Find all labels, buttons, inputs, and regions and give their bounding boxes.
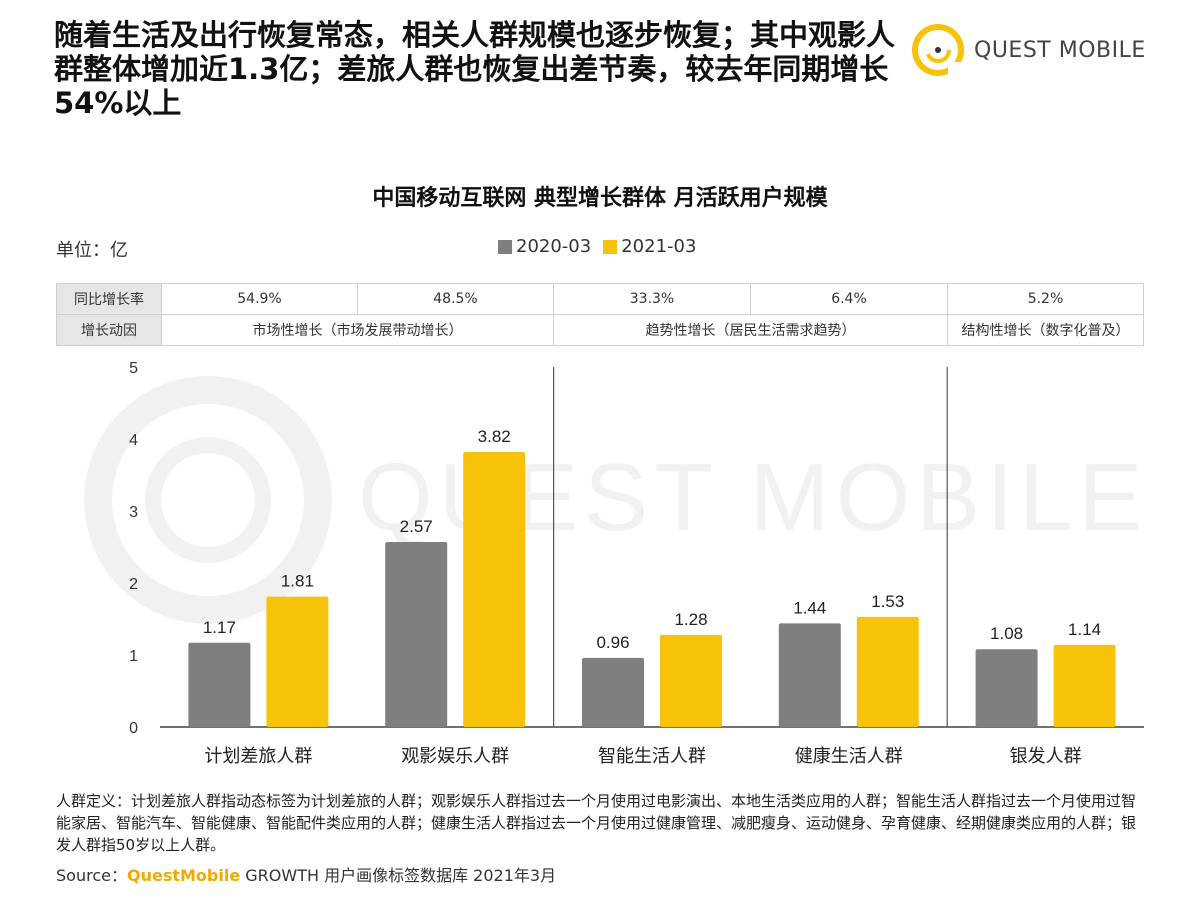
unit-label: 单位：亿 bbox=[56, 240, 128, 261]
legend-item-2021: 2021-03 bbox=[603, 236, 696, 257]
driver-cell: 市场性增长（市场发展带动增长） bbox=[161, 314, 554, 346]
bar-value-label: 1.08 bbox=[990, 624, 1023, 643]
chart-title: 中国移动互联网 典型增长群体 月活跃用户规模 bbox=[372, 186, 828, 211]
source-prefix: Source： bbox=[56, 866, 127, 885]
y-tick-label: 3 bbox=[129, 504, 138, 521]
bar bbox=[778, 623, 841, 727]
y-tick-label: 2 bbox=[129, 576, 138, 593]
legend-swatch-2020 bbox=[498, 239, 512, 254]
y-tick-label: 5 bbox=[129, 360, 138, 377]
bar-value-label: 1.44 bbox=[793, 598, 826, 617]
bar-value-label: 1.28 bbox=[674, 610, 707, 629]
growth-rate-cell: 48.5% bbox=[357, 283, 554, 315]
y-tick-label: 4 bbox=[129, 432, 138, 449]
bar-value-label: 3.82 bbox=[478, 427, 511, 446]
legend-label-2020: 2020-03 bbox=[516, 236, 592, 257]
growth-rate-row: 同比增长率 54.9% 48.5% 33.3% 6.4% 5.2% bbox=[56, 283, 1144, 315]
audience-definition: 人群定义：计划差旅人群指动态标签为计划差旅的人群；观影娱乐人群指过去一个月使用过… bbox=[56, 792, 1137, 854]
bar bbox=[188, 642, 251, 727]
bar bbox=[385, 541, 448, 727]
category-label: 银发人群 bbox=[1010, 746, 1082, 767]
source-brand: QuestMobile bbox=[126, 866, 241, 885]
bar bbox=[582, 657, 644, 727]
legend-item-2020: 2020-03 bbox=[498, 236, 591, 257]
growth-info-table: 同比增长率 54.9% 48.5% 33.3% 6.4% 5.2% 增长动因 市… bbox=[56, 283, 1144, 346]
legend-swatch-2021 bbox=[603, 239, 618, 254]
y-tick-label: 0 bbox=[129, 720, 138, 737]
bar bbox=[856, 616, 919, 727]
bar bbox=[1053, 644, 1116, 727]
driver-row: 增长动因 市场性增长（市场发展带动增长） 趋势性增长（居民生活需求趋势） 结构性… bbox=[56, 314, 1144, 346]
driver-cell: 趋势性增长（居民生活需求趋势） bbox=[553, 314, 948, 346]
source-line: Source：QuestMobile GROWTH 用户画像标签数据库 2021… bbox=[56, 862, 556, 886]
bar-value-label: 2.57 bbox=[400, 517, 433, 536]
growth-rate-cell: 6.4% bbox=[750, 283, 948, 315]
legend-label-2021: 2021-03 bbox=[621, 236, 697, 257]
category-label: 健康生活人群 bbox=[795, 746, 903, 767]
growth-rate-cell: 54.9% bbox=[161, 283, 358, 315]
logo-text: QUEST MOBILE bbox=[974, 38, 1146, 63]
bar bbox=[463, 451, 526, 727]
driver-header: 增长动因 bbox=[56, 314, 162, 346]
bar-value-label: 1.14 bbox=[1068, 620, 1101, 639]
category-label: 观影娱乐人群 bbox=[401, 746, 509, 767]
bar bbox=[266, 596, 329, 727]
quest-mobile-logo-icon bbox=[912, 24, 964, 76]
bar-value-label: 1.17 bbox=[203, 618, 236, 637]
page-headline: 随着生活及出行恢复常态，相关人群规模也逐步恢复；其中观影人群整体增加近1.3亿；… bbox=[54, 18, 896, 120]
bar-value-label: 1.81 bbox=[281, 572, 314, 591]
source-suffix: GROWTH 用户画像标签数据库 2021年3月 bbox=[240, 866, 557, 885]
quest-mobile-logo: QUEST MOBILE bbox=[908, 22, 1158, 78]
bar bbox=[975, 649, 1038, 727]
bar-value-label: 1.53 bbox=[871, 592, 904, 611]
bar-value-label: 0.96 bbox=[596, 633, 629, 652]
y-tick-label: 1 bbox=[129, 648, 138, 665]
bar bbox=[660, 634, 722, 727]
chart-legend: 2020-03 2021-03 bbox=[498, 236, 708, 257]
category-label: 智能生活人群 bbox=[598, 746, 706, 767]
category-label: 计划差旅人群 bbox=[204, 746, 312, 767]
driver-cell: 结构性增长（数字化普及） bbox=[947, 314, 1144, 346]
